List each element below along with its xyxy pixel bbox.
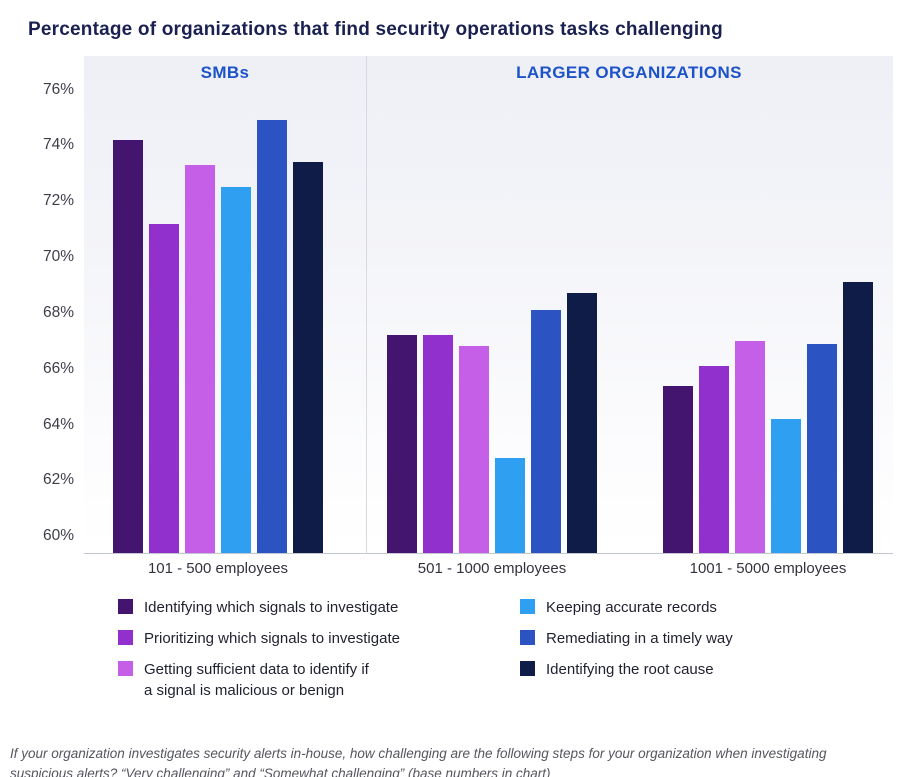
bar-group <box>387 293 597 553</box>
legend-column: Keeping accurate records Remediating in a… <box>520 597 733 690</box>
x-axis-group-label: 501 - 1000 employees <box>417 560 567 577</box>
y-axis-tick: 74% <box>42 136 74 154</box>
legend-swatch <box>520 630 535 645</box>
bar <box>495 458 525 553</box>
legend-item: Remediating in a timely way <box>520 628 733 649</box>
bar <box>663 385 693 553</box>
bar <box>531 310 561 553</box>
legend-swatch <box>118 599 133 614</box>
section-divider-line <box>366 56 367 553</box>
y-axis-tick: 66% <box>42 359 74 377</box>
bar <box>807 343 837 553</box>
bar <box>699 365 729 553</box>
plot-area: SMBs LARGER ORGANIZATIONS <box>84 56 893 553</box>
legend-item: Identifying the root cause <box>520 659 733 680</box>
bar <box>459 346 489 553</box>
legend-swatch <box>118 661 133 676</box>
y-axis-tick: 72% <box>42 192 74 210</box>
y-axis: 76% 74% 72% 70% 68% 66% 64% 62% 60% <box>12 56 74 553</box>
legend-label: Keeping accurate records <box>546 599 717 616</box>
bar <box>771 419 801 553</box>
legend-label: Remediating in a timely way <box>546 630 733 647</box>
section-header: LARGER ORGANIZATIONS <box>516 63 742 82</box>
legend-label: Getting sufficient data to identify if a … <box>144 661 369 699</box>
legend-label: Identifying the root cause <box>546 661 714 678</box>
bar <box>221 187 251 553</box>
legend-item: Identifying which signals to investigate <box>118 597 400 618</box>
legend-label: Prioritizing which signals to investigat… <box>144 630 400 647</box>
bar-group <box>113 120 323 553</box>
legend-swatch <box>118 630 133 645</box>
y-axis-tick: 60% <box>42 527 74 545</box>
chart-title: Percentage of organizations that find se… <box>28 18 723 40</box>
bar <box>113 139 143 553</box>
y-axis-tick: 70% <box>42 248 74 266</box>
legend-item: Getting sufficient data to identify if a … <box>118 659 400 701</box>
bar <box>567 293 597 553</box>
bar <box>293 162 323 553</box>
bar <box>423 335 453 553</box>
legend-swatch <box>520 599 535 614</box>
legend-item: Keeping accurate records <box>520 597 733 618</box>
y-axis-tick: 64% <box>42 415 74 433</box>
bar <box>387 335 417 553</box>
bar <box>257 120 287 553</box>
bar <box>843 282 873 553</box>
x-axis-group-label: 101 - 500 employees <box>147 560 289 577</box>
footnote: If your organization investigates securi… <box>10 745 827 777</box>
section-header: SMBs <box>200 63 250 82</box>
legend-label: Identifying which signals to investigate <box>144 599 399 616</box>
x-axis-group-label: 1001 - 5000 employees <box>689 560 847 577</box>
y-axis-tick: 68% <box>42 303 74 321</box>
legend-swatch <box>520 661 535 676</box>
y-axis-tick: 62% <box>42 471 74 489</box>
x-axis-line <box>84 553 893 554</box>
legend-column: Identifying which signals to investigate… <box>118 597 400 711</box>
bar <box>185 164 215 553</box>
legend: Identifying which signals to investigate… <box>118 597 898 715</box>
y-axis-tick: 76% <box>42 80 74 98</box>
legend-item: Prioritizing which signals to investigat… <box>118 628 400 649</box>
bar <box>735 340 765 553</box>
bar <box>149 223 179 553</box>
bar-group <box>663 282 873 553</box>
